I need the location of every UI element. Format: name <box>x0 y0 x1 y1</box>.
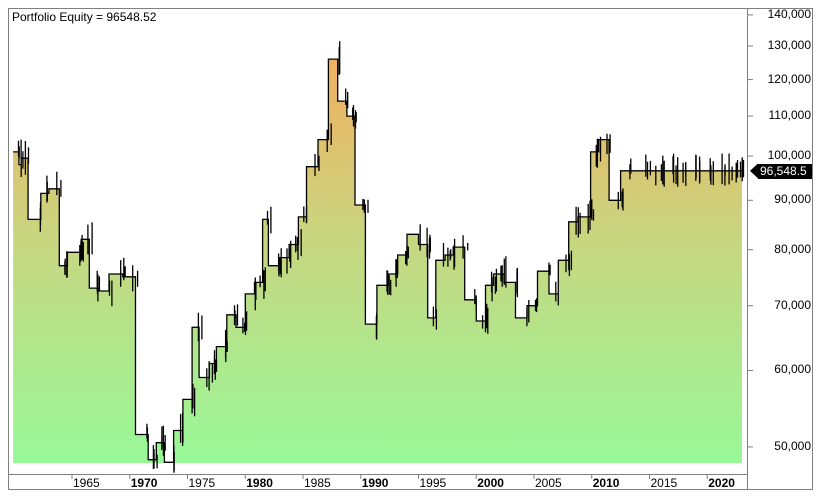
x-tick-label: 1975 <box>188 476 216 490</box>
equity-line <box>13 41 745 473</box>
x-axis <box>8 474 748 490</box>
x-tick-label: 2015 <box>650 476 678 490</box>
x-tick-label: 1970 <box>130 476 158 490</box>
x-tick-label: 2020 <box>708 476 735 490</box>
y-tick-label: 110,000 <box>768 108 812 123</box>
x-tick-label: 1995 <box>419 476 447 490</box>
x-tick-label: 2005 <box>535 476 562 490</box>
chart-frame <box>8 8 813 490</box>
y-tick-label: 60,000 <box>774 362 811 377</box>
y-tick-label: 120,000 <box>767 71 811 86</box>
x-tick-label: 1985 <box>304 476 331 490</box>
y-axis-ticks <box>748 14 753 448</box>
chart-title: Portfolio Equity = 96548.52 <box>12 10 157 24</box>
y-tick-label: 140,000 <box>767 6 811 21</box>
x-tick-label: 2000 <box>477 476 504 490</box>
y-tick-label: 100,000 <box>767 148 811 163</box>
x-tick-label: 2010 <box>592 476 620 490</box>
x-tick-label: 1980 <box>246 476 273 490</box>
plot-area[interactable] <box>8 8 748 475</box>
x-axis-ticks <box>71 475 708 479</box>
y-tick-label: 80,000 <box>774 241 811 256</box>
y-tick-label: 90,000 <box>774 192 811 207</box>
x-tick-label: 1990 <box>361 476 389 490</box>
y-tick-label: 70,000 <box>774 297 811 312</box>
last-value-arrow-icon <box>750 163 758 179</box>
equity-area <box>13 59 743 463</box>
last-value-badge: 96,548.5 <box>758 163 812 179</box>
y-tick-label: 50,000 <box>774 438 811 453</box>
x-tick-label: 1965 <box>73 476 100 490</box>
y-tick-label: 130,000 <box>767 37 811 52</box>
